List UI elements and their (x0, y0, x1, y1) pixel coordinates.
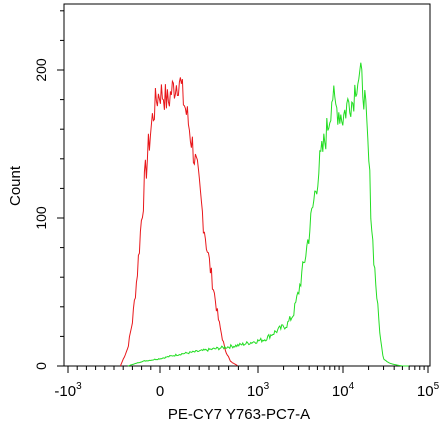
x-axis-ticks: -103 0 103 104 105 (54, 366, 440, 400)
x-axis-label: PE-CY7 Y763-PC7-A (168, 406, 310, 423)
x-tick-label: 0 (156, 383, 164, 400)
x-tick-label: 104 (332, 381, 355, 400)
plot-frame (63, 3, 431, 367)
x-tick-label: 105 (417, 381, 440, 400)
y-tick-label: 0 (33, 362, 49, 370)
x-tick-label: -103 (54, 381, 82, 400)
series-green-histogram (127, 62, 409, 367)
y-axis-label: Count (7, 165, 24, 206)
x-tick-label: 103 (247, 381, 270, 400)
y-axis-ticks: 0 100 200 (33, 10, 64, 370)
y-tick-label: 100 (33, 206, 49, 230)
series-red-histogram (119, 77, 238, 367)
series-layer (119, 62, 409, 367)
y-tick-label: 200 (33, 58, 49, 82)
